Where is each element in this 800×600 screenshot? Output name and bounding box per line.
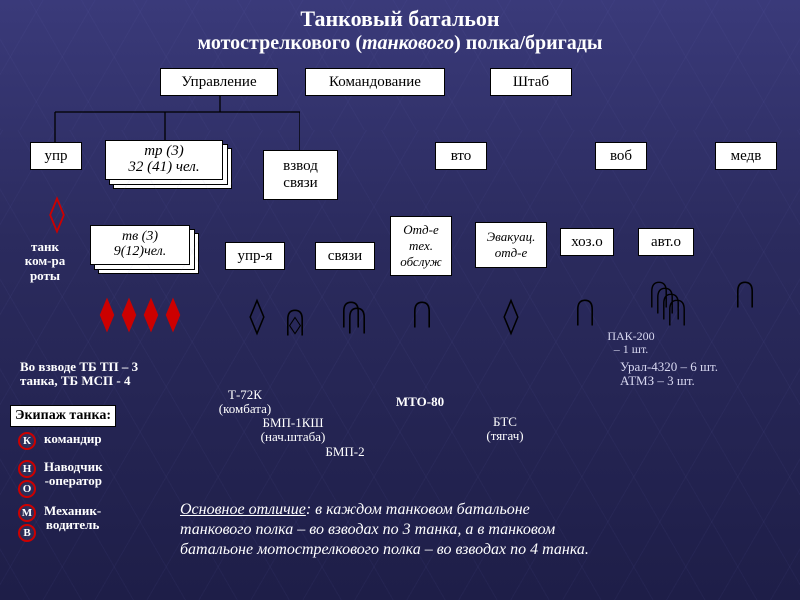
label-bmp2: БМП-2 bbox=[310, 445, 380, 459]
node-upr-ya: упр-я bbox=[225, 242, 285, 270]
node-otd-teh: Отд-е тех. обслуж bbox=[390, 216, 452, 276]
legend-o-icon: О bbox=[18, 480, 36, 498]
legend-k-text: командир bbox=[44, 432, 102, 446]
footnote: Основное отличие: в каждом танковом бата… bbox=[180, 500, 770, 560]
node-avto: авт.о bbox=[638, 228, 694, 256]
page-title: Танковый батальон мотострелкового (танко… bbox=[0, 6, 800, 55]
shape-diamond-tank-1 bbox=[100, 298, 114, 332]
shape-diamond-tank-2 bbox=[122, 298, 136, 332]
node-tv: тв (3) 9(12)чел. bbox=[90, 225, 190, 265]
shape-diamond-bts bbox=[504, 300, 518, 334]
label-ural: Урал-4320 – 6 шт. АТМЗ – 3 шт. bbox=[620, 360, 770, 389]
shape-diamond-t72k bbox=[250, 300, 264, 334]
node-upr: упр bbox=[30, 142, 82, 170]
node-svyazi: связи bbox=[315, 242, 375, 270]
label-tank-komroty: танк ком-ра роты bbox=[10, 240, 80, 283]
title-line2c: ) полка/бригады bbox=[454, 32, 602, 54]
shape-bullet-mto80 bbox=[413, 300, 431, 328]
node-medv: медв bbox=[715, 142, 777, 170]
legend-v-icon: В bbox=[18, 524, 36, 542]
node-upravlenie: Управление bbox=[160, 68, 278, 96]
title-line2b: танкового bbox=[362, 32, 454, 54]
shape-diamond-kom-roty bbox=[50, 198, 64, 232]
label-vo-vzvode: Во взводе ТБ ТП – 3 танка, ТБ МСП - 4 bbox=[20, 360, 205, 389]
shape-bullet-bmp2-2 bbox=[348, 306, 366, 334]
legend-title: Экипаж танка: bbox=[10, 405, 116, 427]
shape-diamond-tank-3 bbox=[144, 298, 158, 332]
shape-bullet-bmp1ksh bbox=[286, 308, 304, 336]
shape-diamond-tank-4 bbox=[166, 298, 180, 332]
label-bts: БТС (тягач) bbox=[470, 415, 540, 444]
node-vto: вто bbox=[435, 142, 487, 170]
title-line2a: мотострелкового ( bbox=[198, 32, 363, 54]
node-evak: Эвакуац. отд-е bbox=[475, 222, 547, 268]
label-bmp1ksh: БМП-1КШ (нач.штаба) bbox=[250, 416, 336, 445]
node-vzvod-svyazi: взвод связи bbox=[263, 150, 338, 200]
legend-m-icon: М bbox=[18, 504, 36, 522]
node-vob: воб bbox=[595, 142, 647, 170]
legend-m-text: Механик- водитель bbox=[44, 504, 101, 533]
shape-bullet-pak200 bbox=[576, 298, 594, 326]
node-hozo: хоз.о bbox=[560, 228, 614, 256]
legend-n-text: Наводчик -оператор bbox=[44, 460, 103, 489]
label-t72k: Т-72К (комбата) bbox=[210, 388, 280, 417]
legend-k-icon: К bbox=[18, 432, 36, 450]
footnote-lead: Основное отличие bbox=[180, 501, 306, 518]
legend-n-icon: Н bbox=[18, 460, 36, 478]
node-tr: тр (3) 32 (41) чел. bbox=[105, 140, 223, 180]
shape-bullet-ural-4 bbox=[668, 298, 686, 326]
label-mto80: МТО-80 bbox=[385, 395, 455, 409]
node-komandovanie: Командование bbox=[305, 68, 445, 96]
title-line1: Танковый батальон bbox=[0, 6, 800, 32]
node-shtab: Штаб bbox=[490, 68, 572, 96]
label-pak200: ПАК-200 – 1 шт. bbox=[596, 330, 666, 356]
shape-bullet-medv bbox=[736, 280, 754, 308]
